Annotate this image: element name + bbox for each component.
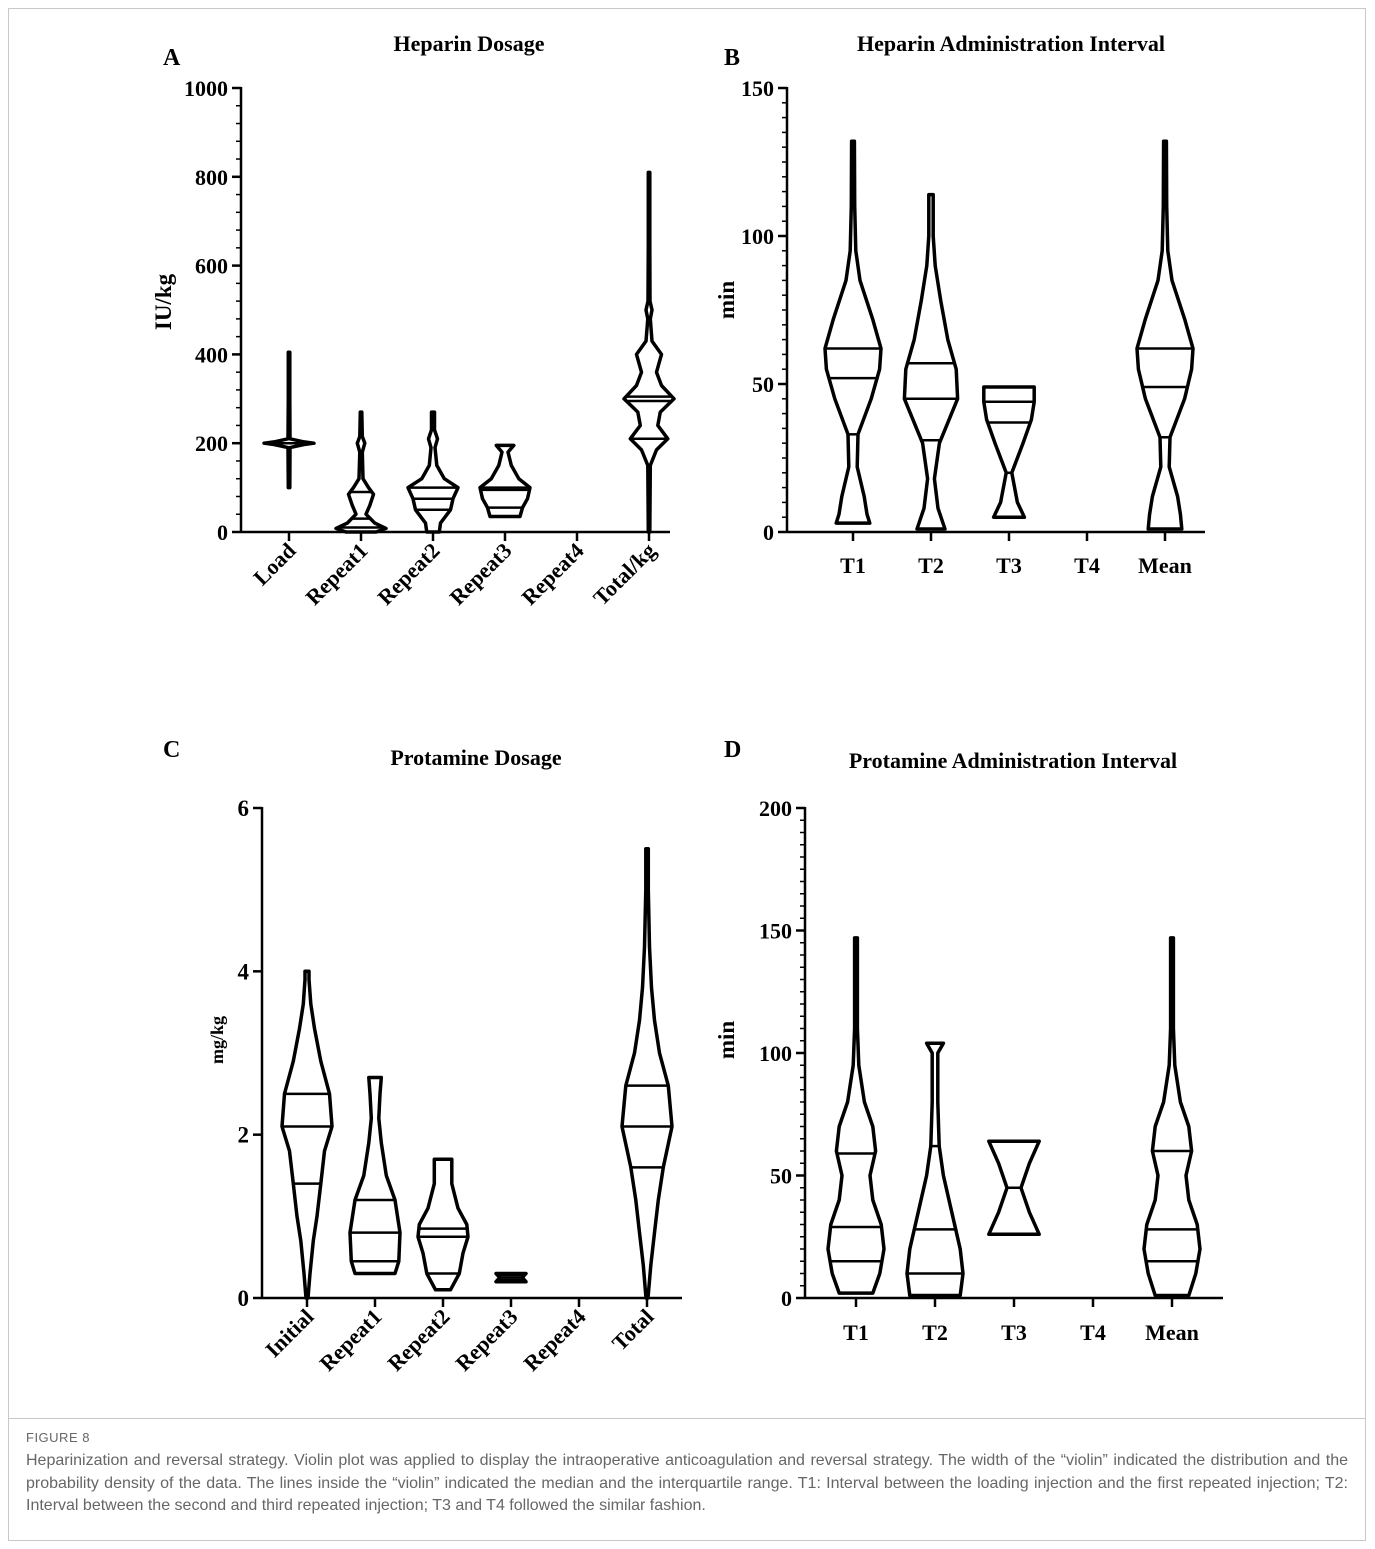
- y-tick-label: 100: [759, 1041, 792, 1066]
- x-tick-label: T2: [922, 1320, 948, 1345]
- x-tick-label: Repeat4: [518, 1304, 590, 1376]
- y-tick-label: 50: [752, 372, 774, 397]
- y-tick-label: 4: [238, 959, 250, 984]
- x-tick-label: Repeat1: [300, 538, 372, 610]
- y-tick-label: 150: [741, 76, 774, 101]
- x-tick-label: Repeat1: [314, 1304, 386, 1376]
- x-tick-label: T1: [840, 553, 866, 578]
- y-axis-label: mg/kg: [207, 1016, 227, 1064]
- figure-frame: [8, 8, 1366, 1541]
- violin-initial: [280, 969, 334, 1300]
- panel-label: C: [163, 737, 180, 763]
- figure-label: FIGURE 8: [26, 1430, 90, 1445]
- y-tick-label: 200: [195, 431, 228, 456]
- y-tick-label: 0: [217, 520, 228, 545]
- y-axis-label: min: [714, 281, 739, 320]
- y-tick-label: 150: [759, 919, 792, 944]
- panel-d: D Protamine Administration Interval min 0 50…: [714, 737, 1223, 1345]
- violin-load: [262, 350, 316, 490]
- chart-title: Heparin Dosage: [394, 31, 545, 56]
- x-tick-label: T2: [918, 553, 944, 578]
- violin-repeat2: [406, 410, 460, 534]
- y-tick-label: 800: [195, 165, 228, 190]
- violin-mean: [1142, 936, 1202, 1298]
- y-tick-label: 50: [770, 1164, 792, 1189]
- y-tick-label: 0: [238, 1286, 250, 1311]
- y-tick-label: 1000: [184, 76, 228, 101]
- violin-total-kg: [622, 170, 676, 534]
- x-tick-label: Mean: [1145, 1320, 1199, 1345]
- panel-label: A: [163, 45, 181, 71]
- x-tick-label: Repeat2: [372, 538, 444, 610]
- violin-total: [620, 847, 674, 1300]
- x-tick-label: T3: [996, 553, 1022, 578]
- x-tick-label: Repeat3: [444, 538, 516, 610]
- chart-title: Heparin Administration Interval: [857, 31, 1165, 56]
- y-tick-label: 6: [238, 796, 250, 821]
- x-tick-label: Repeat3: [450, 1304, 522, 1376]
- x-tick-label: Mean: [1138, 553, 1192, 578]
- y-tick-label: 600: [195, 254, 228, 279]
- violin-repeat2: [416, 1157, 470, 1292]
- panel-b: B Heparin Administration Interval min 0 50 10…: [714, 31, 1205, 578]
- violin-t2: [902, 192, 960, 531]
- y-tick-label: 100: [741, 224, 774, 249]
- x-tick-label: T3: [1001, 1320, 1027, 1345]
- violin-mean: [1135, 139, 1195, 531]
- panel-label: B: [724, 45, 740, 71]
- violin-repeat1: [348, 1075, 402, 1276]
- panel-a: A Heparin Dosage IU/kg 0 200 400 600 800 1000 Loa…: [151, 31, 676, 610]
- x-tick-label: T4: [1080, 1320, 1106, 1345]
- y-axis-label: IU/kg: [151, 273, 176, 330]
- y-axis-label: min: [714, 1021, 739, 1060]
- violin-repeat1: [334, 410, 388, 534]
- y-tick-label: 0: [763, 520, 774, 545]
- x-tick-label: Repeat2: [382, 1304, 454, 1376]
- x-tick-label: Load: [248, 538, 300, 590]
- chart-title: Protamine Dosage: [390, 745, 562, 770]
- x-tick-label: Repeat4: [516, 538, 588, 610]
- violin-t1: [826, 936, 886, 1295]
- x-tick-label: Initial: [260, 1304, 318, 1362]
- figure-caption: Heparinization and reversal strategy. Vi…: [26, 1452, 1348, 1514]
- panel-c: C Protamine Dosage mg/kg 0 2 4 6 InitialRepeat1…: [163, 737, 682, 1376]
- caption-divider: [8, 1418, 1366, 1419]
- violin-t1: [823, 139, 883, 525]
- y-tick-label: 0: [781, 1286, 792, 1311]
- y-tick-label: 2: [238, 1123, 250, 1148]
- chart-title: Protamine Administration Interval: [849, 748, 1177, 773]
- y-tick-label: 400: [195, 342, 228, 367]
- x-tick-label: T1: [843, 1320, 869, 1345]
- x-tick-label: T4: [1074, 553, 1100, 578]
- violin-t3: [982, 385, 1036, 519]
- panel-label: D: [724, 737, 741, 763]
- violin-t2: [905, 1041, 965, 1298]
- y-tick-label: 200: [759, 796, 792, 821]
- x-tick-label: Total/kg: [588, 538, 660, 610]
- x-tick-label: Total: [607, 1304, 659, 1356]
- violin-repeat3: [478, 443, 532, 519]
